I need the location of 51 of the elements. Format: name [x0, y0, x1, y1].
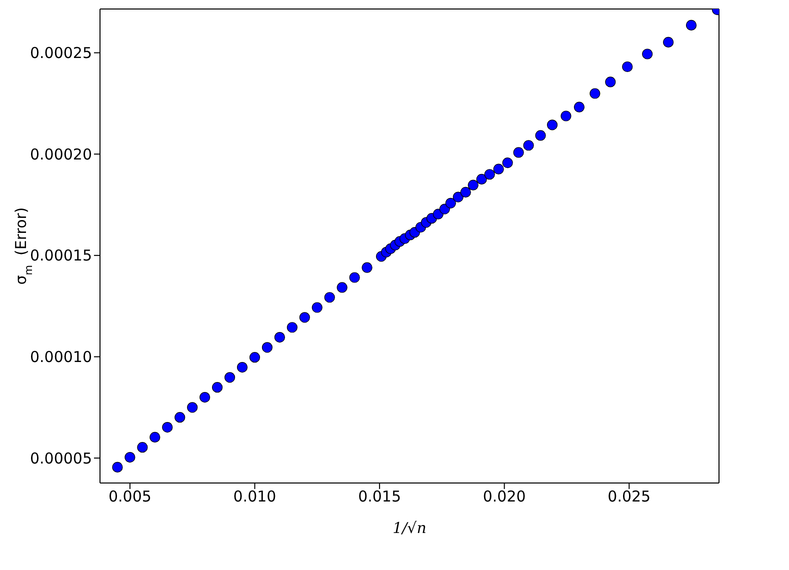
point [336, 282, 348, 293]
point [493, 164, 504, 174]
point [299, 312, 310, 323]
y-tick-label: 0.00025 [30, 44, 92, 62]
x-tick-label: 0.005 [108, 488, 152, 506]
point [535, 130, 546, 141]
y-tick-label: 0.00005 [30, 449, 92, 468]
point [124, 452, 136, 463]
point [286, 322, 298, 333]
point [605, 76, 616, 88]
point [174, 412, 186, 423]
point [523, 140, 534, 151]
point [445, 198, 456, 208]
point [590, 88, 600, 99]
point [468, 180, 478, 190]
x-tick-label: 0.015 [358, 488, 402, 506]
point [484, 169, 495, 180]
point [574, 102, 585, 112]
point [187, 402, 198, 413]
point [324, 292, 335, 303]
point [686, 20, 697, 31]
point [452, 192, 464, 202]
point [476, 174, 487, 185]
point [312, 302, 322, 313]
point [502, 158, 513, 168]
x-tick-label: 0.025 [608, 488, 651, 506]
point [137, 442, 148, 453]
y-tick-label: 0.00020 [30, 145, 92, 164]
point [362, 262, 372, 273]
point [162, 422, 173, 433]
point [274, 332, 286, 343]
point [460, 186, 471, 198]
point [249, 352, 260, 363]
y-tick-label: 0.00010 [30, 348, 92, 366]
x-axis-title: 1/√n [392, 519, 426, 537]
point [262, 342, 273, 353]
point [642, 48, 653, 60]
point [546, 120, 558, 130]
point [622, 61, 633, 72]
point [349, 272, 360, 283]
point [150, 432, 160, 442]
x-tick-label: 0.020 [482, 488, 526, 506]
point [212, 382, 223, 393]
point [663, 36, 674, 48]
point [560, 110, 572, 122]
point [513, 147, 524, 158]
point [236, 362, 248, 373]
x-tick-label: 0.010 [233, 488, 276, 506]
point [200, 392, 210, 403]
point [112, 462, 123, 472]
point [224, 372, 236, 383]
